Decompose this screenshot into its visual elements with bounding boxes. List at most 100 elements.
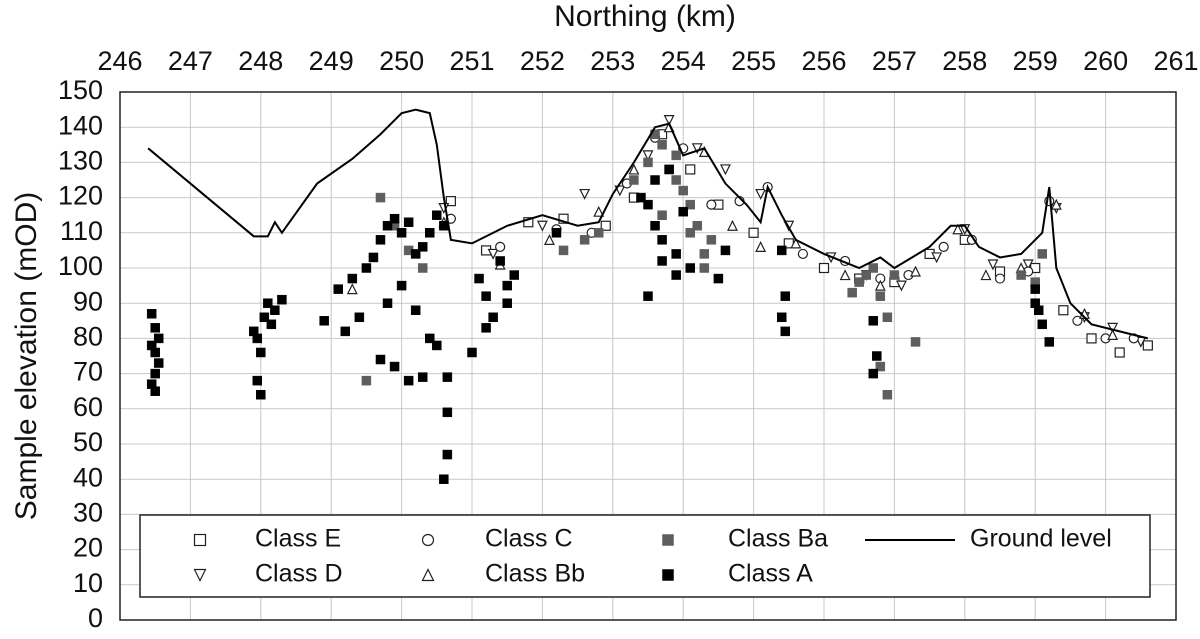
x-tick-label: 261 <box>1153 46 1198 76</box>
point <box>259 312 270 323</box>
point <box>551 228 562 238</box>
point <box>487 248 499 260</box>
point <box>1050 198 1062 210</box>
point <box>1037 249 1047 259</box>
point <box>713 273 724 284</box>
point <box>755 188 767 200</box>
legend-label: Ground level <box>970 525 1112 553</box>
legend-box <box>139 514 1151 598</box>
x-tick-label: 252 <box>520 46 565 76</box>
y-tick-label: 130 <box>58 146 103 176</box>
point <box>481 291 491 301</box>
x-tick-label: 247 <box>168 46 213 76</box>
point <box>445 196 456 207</box>
point <box>266 319 277 330</box>
legend-marker <box>662 569 674 581</box>
point <box>333 284 343 294</box>
point <box>442 449 453 460</box>
point <box>270 305 280 315</box>
y-tick-label: 140 <box>58 110 103 140</box>
legend-label: Class Ba <box>728 525 828 553</box>
x-tick-label: 250 <box>379 46 424 76</box>
point <box>509 270 519 280</box>
point <box>389 361 400 372</box>
point <box>579 235 590 245</box>
point <box>361 263 372 273</box>
point <box>536 220 548 232</box>
point <box>868 368 879 379</box>
point <box>657 235 667 245</box>
point <box>643 291 653 301</box>
x-tick-label: 248 <box>238 46 283 76</box>
point <box>780 326 791 337</box>
point <box>354 312 365 323</box>
point <box>678 185 688 196</box>
point <box>854 277 864 287</box>
point <box>872 351 882 361</box>
point <box>629 175 639 185</box>
y-tick-label: 80 <box>73 322 103 352</box>
legend-label: Class D <box>255 560 343 588</box>
legend-marker <box>193 533 207 547</box>
point <box>558 245 569 256</box>
point <box>488 312 498 323</box>
point <box>347 273 358 284</box>
point <box>467 347 477 358</box>
point <box>442 372 453 382</box>
point <box>931 252 943 264</box>
y-tick-label: 0 <box>88 603 103 633</box>
x-tick-label: 251 <box>449 46 494 76</box>
point <box>685 228 695 238</box>
point <box>263 298 273 308</box>
point <box>1086 333 1097 344</box>
point <box>396 280 407 291</box>
point <box>1114 347 1125 358</box>
point <box>643 157 653 168</box>
plot-frame <box>119 91 1177 621</box>
point <box>543 233 555 245</box>
legend-label: Class E <box>255 525 341 553</box>
point <box>839 269 851 281</box>
point <box>403 375 414 386</box>
point <box>150 386 160 396</box>
point <box>502 280 512 291</box>
legend-label: Class C <box>485 525 573 553</box>
legend-marker <box>421 568 435 582</box>
point <box>671 150 681 161</box>
point <box>153 333 164 344</box>
point <box>439 474 449 484</box>
point <box>1016 270 1026 280</box>
x-tick-label: 258 <box>942 46 987 76</box>
point <box>777 312 787 323</box>
y-tick-label: 90 <box>73 286 103 316</box>
point <box>980 269 992 281</box>
point <box>650 175 660 185</box>
point <box>417 242 428 252</box>
x-tick-label: 253 <box>590 46 635 76</box>
x-tick-label: 254 <box>661 46 706 76</box>
series-points <box>346 121 1119 340</box>
point <box>474 273 484 284</box>
point <box>417 263 428 273</box>
y-tick-label: 20 <box>73 533 103 563</box>
point <box>685 263 695 273</box>
point <box>663 115 675 127</box>
point <box>755 241 767 252</box>
y-tick-label: 120 <box>58 181 103 211</box>
point <box>396 228 407 238</box>
point <box>882 389 893 400</box>
point <box>375 235 386 245</box>
point <box>558 213 569 224</box>
x-tick-label: 256 <box>801 46 846 76</box>
point <box>699 249 710 259</box>
point <box>252 333 263 344</box>
x-axis-title: Northing (km) <box>554 0 736 33</box>
point <box>1107 329 1119 340</box>
y-axis-title: Sample elevation (mOD) <box>10 192 43 520</box>
point <box>593 205 605 217</box>
point <box>643 199 653 210</box>
y-tick-label: 40 <box>73 462 103 492</box>
point <box>994 273 1006 284</box>
point <box>895 280 907 292</box>
